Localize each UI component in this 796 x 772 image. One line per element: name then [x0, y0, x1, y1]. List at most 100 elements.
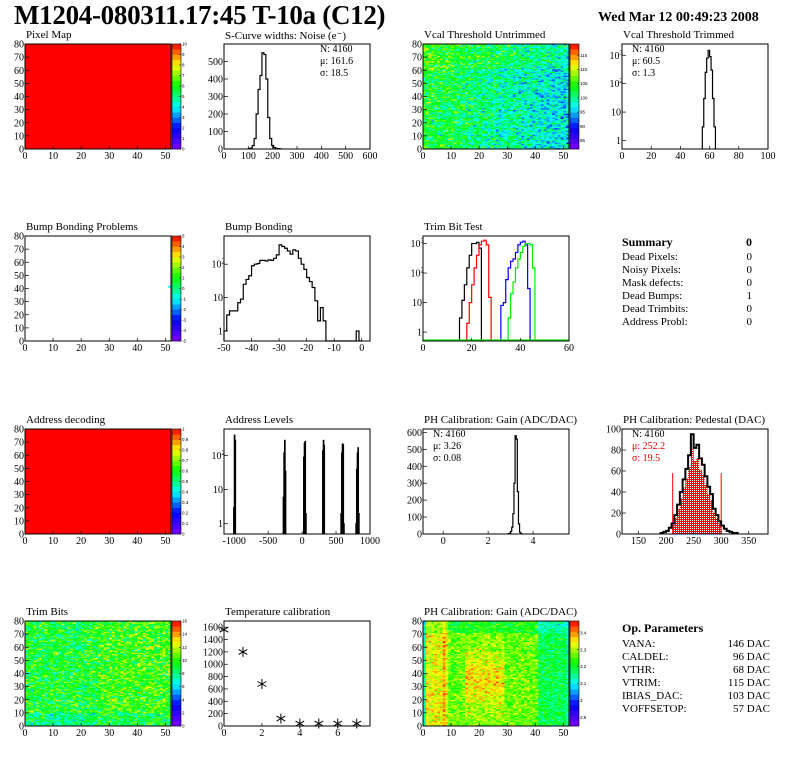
heatmap-cell — [510, 96, 513, 98]
heatmap-cell — [515, 145, 519, 147]
heatmap-cell — [554, 110, 558, 113]
heatmap-cell — [33, 703, 37, 706]
heatmap-cell — [518, 57, 522, 59]
heatmap-cell — [549, 54, 553, 56]
heatmap-cell — [512, 112, 516, 114]
heatmap-cell — [490, 82, 494, 84]
heatmap-cell — [439, 120, 443, 122]
heatmap-cell — [504, 74, 508, 76]
heatmap-cell — [423, 59, 426, 62]
heatmap-cell — [546, 87, 550, 89]
heatmap-cell — [493, 62, 497, 64]
heatmap-cell — [456, 93, 460, 96]
heatmap-cell — [535, 57, 539, 59]
heatmap-cell — [465, 50, 469, 53]
x-tick-label: 40 — [530, 151, 540, 162]
heatmap-cell — [498, 51, 502, 54]
heatmap-cell — [425, 133, 429, 135]
heatmap-cell — [496, 86, 499, 88]
heatmap-cell — [554, 84, 558, 87]
heatmap-cell — [563, 50, 567, 53]
heatmap-cell — [538, 124, 542, 126]
heatmap-cell — [448, 128, 452, 130]
heatmap-cell — [566, 80, 570, 83]
y-tick-label: 50 — [412, 79, 422, 90]
heatmap-cell — [566, 118, 570, 121]
heatmap-cell — [423, 86, 426, 88]
palette-tick-label: 0 — [182, 532, 185, 537]
heatmap-cell — [453, 59, 457, 62]
heatmap-cell — [473, 79, 477, 81]
heatmap-cell — [554, 107, 558, 109]
heatmap-cell — [529, 128, 533, 130]
heatmap-cell — [451, 97, 455, 100]
heatmap-cell — [36, 703, 40, 706]
heatmap-cell — [512, 142, 516, 144]
heatmap-cell — [535, 45, 539, 47]
heatmap-cell — [470, 134, 474, 137]
heatmap-cell — [540, 103, 544, 105]
heatmap-cell — [538, 92, 542, 95]
heatmap-cell — [434, 70, 438, 72]
heatmap-cell — [535, 87, 539, 89]
heatmap-cell — [552, 59, 556, 62]
heatmap-cell — [543, 138, 547, 140]
heatmap-cell — [470, 68, 474, 71]
heatmap-cell — [423, 96, 426, 98]
heatmap-cell — [501, 83, 505, 85]
heatmap-cell — [467, 47, 471, 50]
heatmap-cell — [465, 79, 469, 81]
heatmap-cell — [543, 54, 547, 56]
heatmap-cell — [566, 145, 570, 147]
heatmap-cell — [532, 93, 536, 96]
heatmap-cell — [453, 61, 457, 63]
heatmap-cell — [518, 121, 522, 123]
heatmap-cell — [30, 642, 34, 644]
heatmap-cell — [448, 97, 452, 100]
heatmap-cell — [481, 124, 485, 126]
heatmap-cell — [507, 101, 511, 104]
heatmap-cell — [487, 116, 491, 118]
heatmap-cell — [431, 49, 435, 51]
heatmap-cell — [535, 135, 539, 138]
heatmap-cell — [476, 51, 480, 54]
heatmap-cell — [546, 91, 550, 93]
heatmap-cell — [439, 100, 443, 102]
heatmap-cell — [552, 66, 556, 68]
heatmap-cell — [487, 66, 491, 68]
heatmap-cell — [445, 109, 449, 112]
heatmap-cell — [30, 624, 34, 627]
heatmap-cell — [25, 718, 28, 720]
heatmap-cell — [442, 100, 446, 102]
heatmap-cell — [445, 145, 449, 147]
palette-segment — [570, 59, 579, 66]
heatmap-cell — [481, 122, 485, 125]
heatmap-cell — [512, 97, 516, 100]
heatmap-cell — [518, 65, 522, 67]
heatmap-cell — [467, 79, 471, 81]
heatmap-cell — [462, 44, 466, 46]
heatmap-cell — [543, 92, 547, 95]
heatmap-cell — [431, 142, 435, 144]
heatmap-cell — [36, 698, 40, 700]
heatmap-cell — [543, 79, 547, 81]
heatmap-cell — [481, 87, 485, 89]
heatmap-cell — [504, 138, 508, 140]
x-tick-label: 10 — [48, 151, 58, 162]
heatmap-cell — [476, 97, 480, 100]
heatmap-cell — [442, 113, 446, 116]
heatmap-cell — [560, 138, 564, 140]
heatmap-cell — [529, 146, 533, 148]
heatmap-cell — [543, 59, 547, 62]
heatmap-cell — [431, 131, 435, 134]
heatmap-cell — [442, 87, 446, 89]
heatmap-cell — [526, 50, 530, 53]
heatmap-cell — [431, 88, 435, 91]
heatmap-cell — [445, 83, 449, 85]
heatmap-cell — [428, 62, 432, 64]
heatmap-cell — [445, 146, 449, 148]
heatmap-cell — [445, 67, 449, 70]
heatmap-cell — [451, 128, 455, 130]
heatmap-cell — [451, 51, 455, 54]
heatmap-cell — [479, 124, 483, 126]
